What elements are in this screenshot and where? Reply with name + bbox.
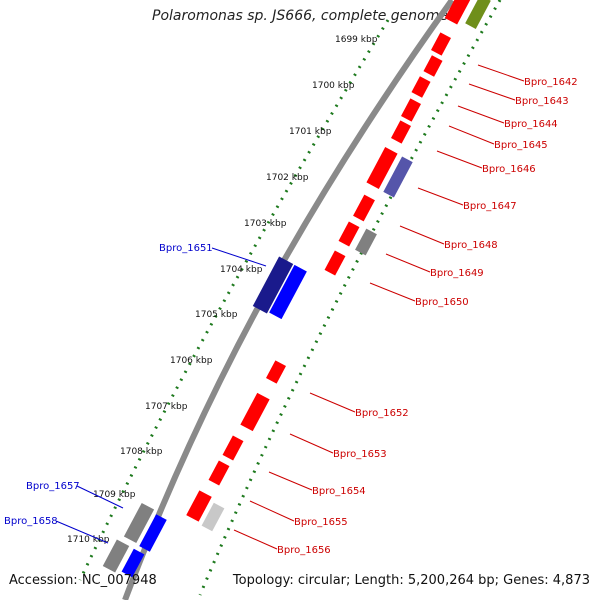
gene-label: Bpro_1654 xyxy=(312,486,366,497)
leader-line xyxy=(211,247,267,267)
leader-line xyxy=(76,485,124,509)
gene-label: Bpro_1650 xyxy=(415,297,469,308)
accession-text: Accession: NC_007948 xyxy=(9,573,157,588)
leader-line xyxy=(436,150,483,169)
gene-block xyxy=(431,32,451,56)
kbp-tick-label: 1710 kbp xyxy=(67,535,110,545)
gene-label: Bpro_1646 xyxy=(482,164,536,175)
gene-block xyxy=(444,0,472,25)
gene-label: Bpro_1643 xyxy=(515,96,569,107)
kbp-tick-label: 1709 kbp xyxy=(93,490,136,500)
gene-label: Bpro_1649 xyxy=(430,268,484,279)
leader-line xyxy=(249,500,295,522)
kbp-tick-label: 1705 kbp xyxy=(195,310,238,320)
gene-label: Bpro_1653 xyxy=(333,449,387,460)
gene-block xyxy=(186,490,212,522)
gene-block xyxy=(201,502,225,532)
gene-block xyxy=(252,256,294,314)
gene-block xyxy=(266,360,286,384)
leader-line xyxy=(417,187,464,206)
leader-line xyxy=(448,125,495,145)
gene-label: Bpro_1652 xyxy=(355,408,409,419)
leader-line xyxy=(289,433,334,454)
kbp-tick-label: 1703 kbp xyxy=(244,219,287,229)
gene-label: Bpro_1645 xyxy=(494,140,548,151)
gene-block xyxy=(465,0,491,29)
gene-label: Bpro_1648 xyxy=(444,240,498,251)
gene-block xyxy=(383,156,413,198)
gene-block xyxy=(411,76,431,98)
gene-block xyxy=(423,55,443,77)
kbp-tick-label: 1702 kbp xyxy=(266,173,309,183)
leader-line xyxy=(233,529,278,550)
leader-line xyxy=(309,392,356,413)
gene-block xyxy=(222,435,244,461)
kbp-tick-label: 1704 kbp xyxy=(220,265,263,275)
gene-block xyxy=(102,539,130,573)
kbp-tick-label: 1708 kbp xyxy=(120,447,163,457)
gene-label: Bpro_1642 xyxy=(524,77,578,88)
kbp-tick-label: 1699 kbp xyxy=(335,35,378,45)
gene-block xyxy=(269,264,307,320)
leader-line xyxy=(369,282,416,302)
leader-line xyxy=(477,64,525,82)
map-title: Polaromonas sp. JS666, complete genome xyxy=(152,8,448,24)
gene-label: Bpro_1655 xyxy=(294,517,348,528)
gene-block xyxy=(391,120,411,144)
kbp-tick-label: 1707 kbp xyxy=(145,402,188,412)
gene-label: Bpro_1656 xyxy=(277,545,331,556)
gene-block xyxy=(208,460,230,486)
gene-label: Bpro_1647 xyxy=(463,201,517,212)
kbp-tick-label: 1701 kbp xyxy=(289,127,332,137)
leader-line xyxy=(457,105,505,124)
topology-text: Topology: circular; Length: 5,200,264 bp… xyxy=(232,573,590,588)
gene-label: Bpro_1651 xyxy=(159,243,213,254)
gene-label: Bpro_1658 xyxy=(4,516,58,527)
gene-block xyxy=(121,548,145,578)
gene-block xyxy=(355,228,377,256)
leader-line xyxy=(385,253,431,273)
gene-label: Bpro_1657 xyxy=(26,481,80,492)
gene-block xyxy=(338,221,360,247)
gene-block xyxy=(324,250,346,276)
leader-line xyxy=(55,520,109,544)
gene-block xyxy=(366,147,398,189)
kbp-tick-label: 1700 kbp xyxy=(312,81,355,91)
gene-block xyxy=(240,392,270,432)
gene-label: Bpro_1644 xyxy=(504,119,558,130)
gene-block xyxy=(353,194,375,222)
leader-line xyxy=(399,225,445,245)
gene-block xyxy=(123,502,155,544)
kbp-tick-label: 1706 kbp xyxy=(170,356,213,366)
gene-block xyxy=(401,98,421,122)
leader-line xyxy=(268,471,313,491)
leader-line xyxy=(468,83,516,101)
gene-block xyxy=(139,514,167,552)
